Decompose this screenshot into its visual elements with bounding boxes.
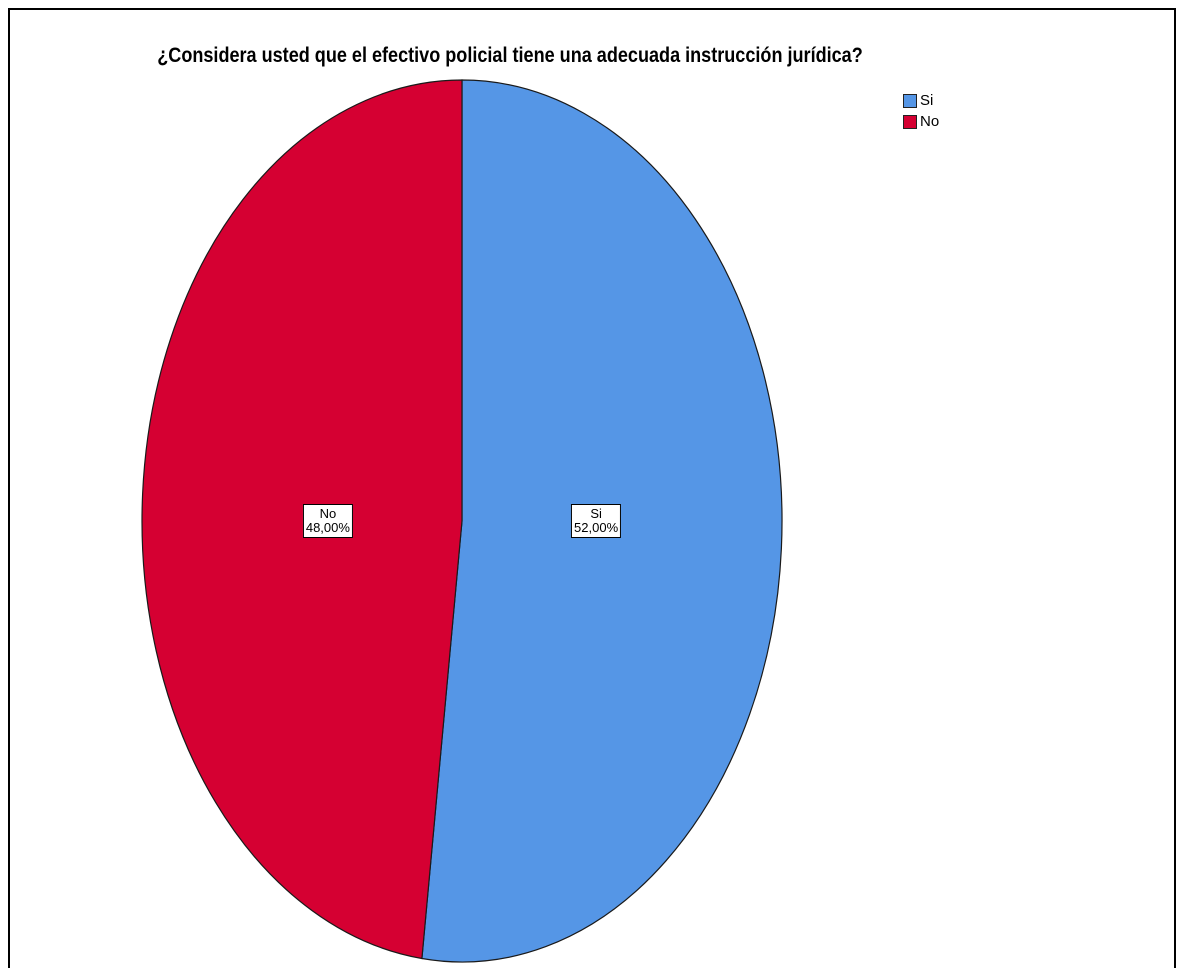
slice-label-no: No 48,00% [302,504,353,538]
chart-legend: Si No [903,90,939,132]
slice-label-si-percent: 52,00% [574,520,619,535]
slice-label-no-name: No [319,506,337,521]
chart-title: ¿Considera usted que el efectivo policia… [157,44,863,67]
slice-label-no-percent: 48,00% [305,520,350,535]
slice-label-si-name: Si [590,506,602,521]
legend-label-no: No [920,113,940,130]
legend-swatch-no [903,114,917,129]
slice-label-si: Si 52,00% [571,504,622,538]
pie-slice-no [141,79,463,960]
legend-item-si: Si [903,90,939,111]
legend-item-no: No [903,111,939,132]
legend-swatch-si [903,93,917,108]
legend-label-si: Si [920,92,934,109]
